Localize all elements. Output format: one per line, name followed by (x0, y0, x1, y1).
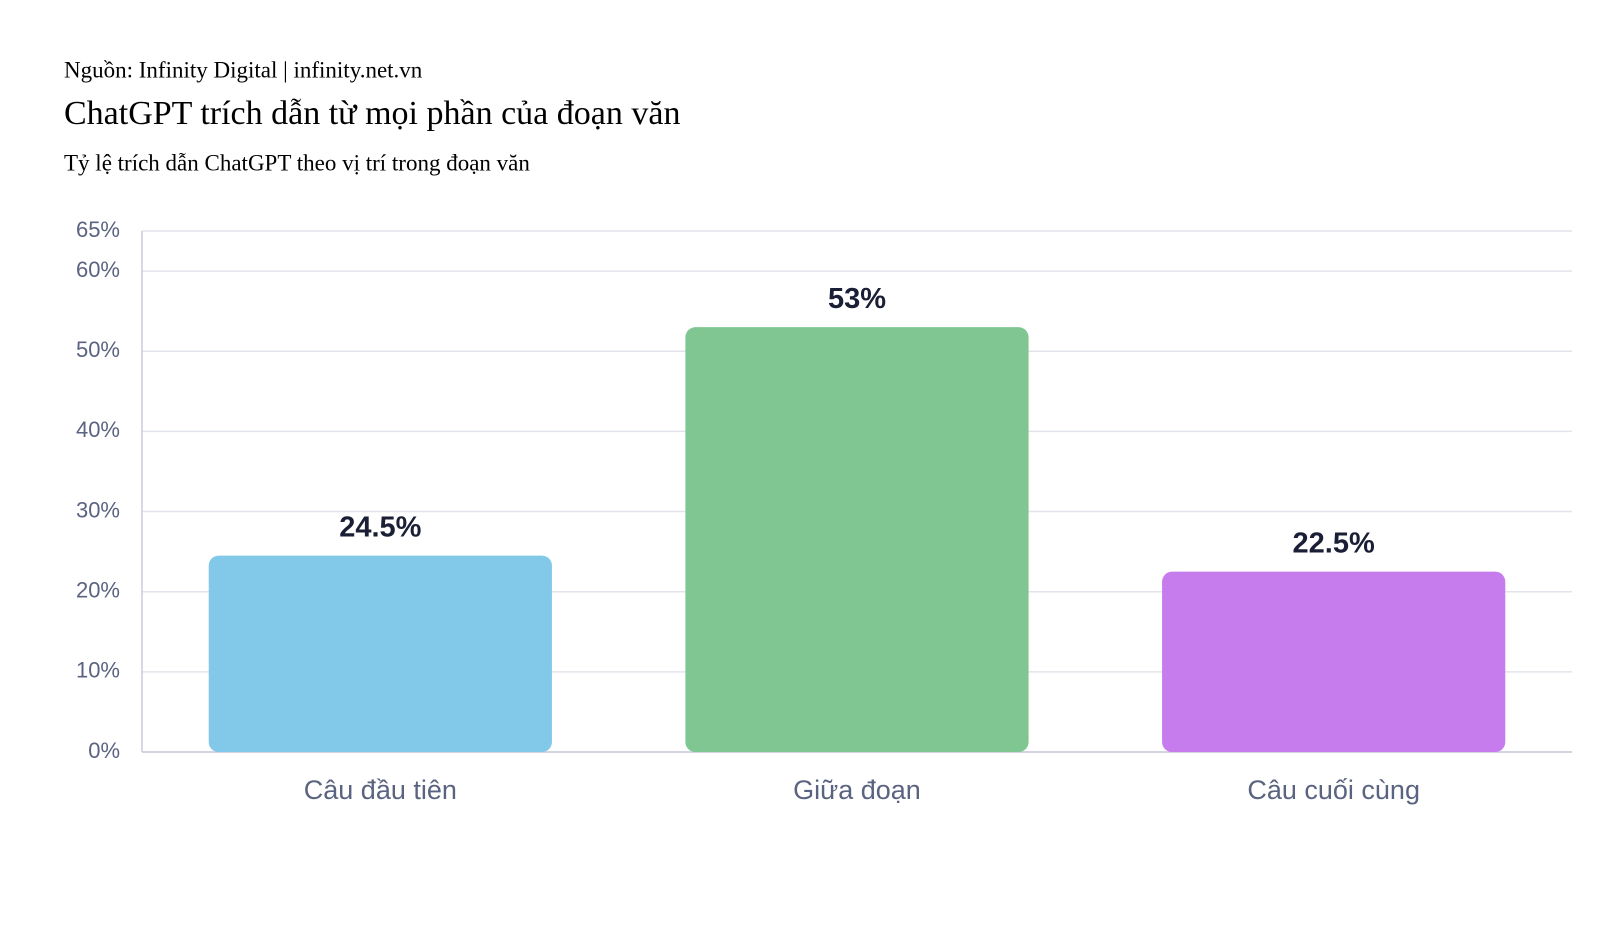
bar (1162, 571, 1506, 752)
data-label: 22.5% (1293, 527, 1375, 559)
x-tick-label: Giữa đoạn (793, 775, 921, 805)
y-tick-label: 60% (76, 257, 120, 282)
y-tick-label: 20% (76, 578, 120, 603)
y-tick-label: 65% (76, 217, 120, 242)
data-label: 53% (828, 283, 886, 315)
chart-subtitle: Tỷ lệ trích dẫn ChatGPT theo vị trí tron… (64, 150, 530, 175)
chart-title: ChatGPT trích dẫn từ mọi phần của đoạn v… (64, 95, 680, 132)
y-tick-label: 50% (76, 337, 120, 362)
bar (208, 555, 552, 752)
y-tick-label: 10% (76, 658, 120, 683)
x-tick-label: Câu đầu tiên (304, 775, 457, 805)
x-tick-label: Câu cuối cùng (1247, 775, 1420, 805)
y-tick-label: 30% (76, 497, 120, 522)
source: Nguồn: Infinity Digital | infinity.net.v… (64, 57, 423, 82)
y-tick-label: 0% (88, 738, 120, 763)
data-label: 24.5% (339, 511, 421, 543)
bar (685, 327, 1029, 752)
y-tick-label: 40% (76, 417, 120, 442)
